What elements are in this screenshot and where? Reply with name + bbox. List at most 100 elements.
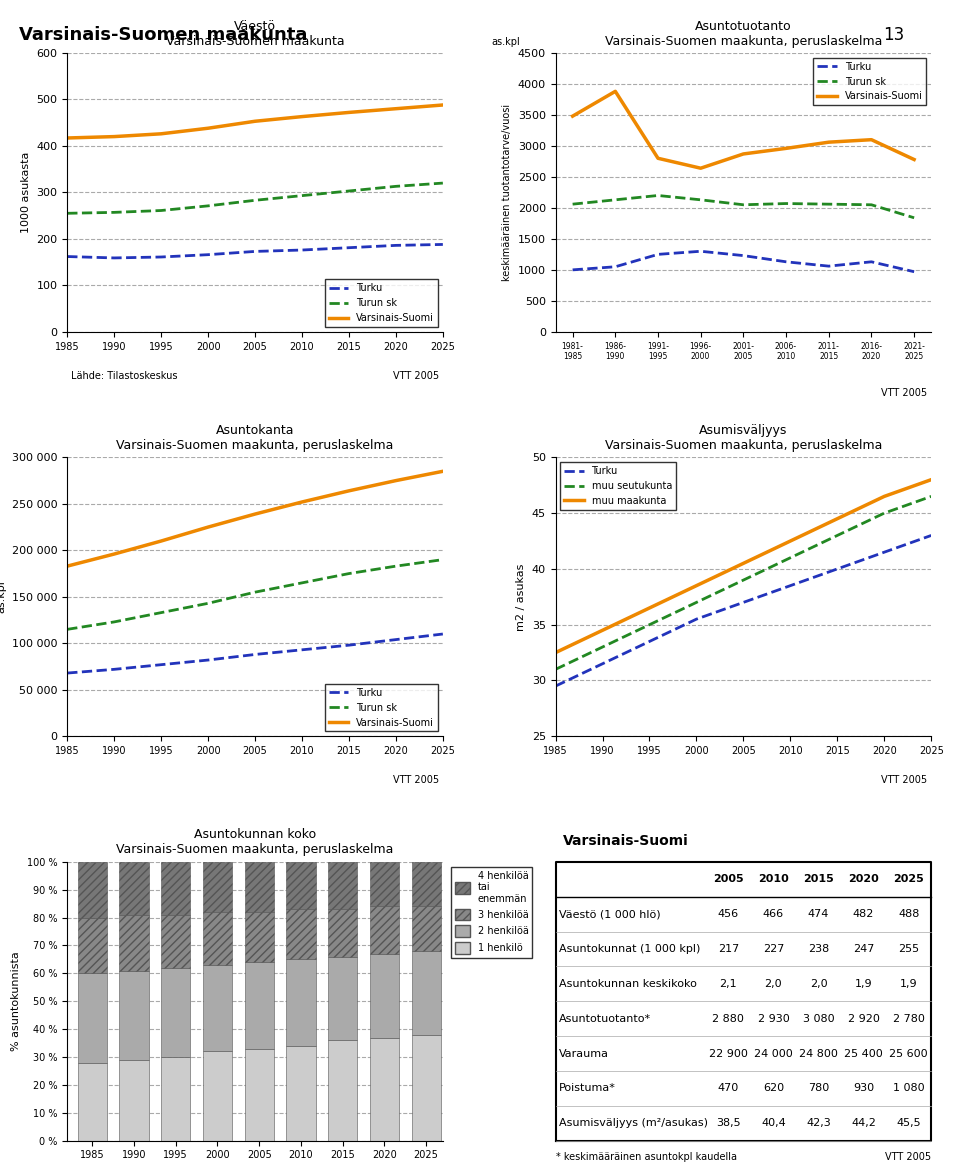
Bar	[245, 1049, 274, 1141]
Bar	[161, 862, 190, 915]
Bar	[78, 1063, 107, 1141]
Y-axis label: % asuntokunnista: % asuntokunnista	[12, 951, 21, 1051]
Text: as.kpl: as.kpl	[492, 38, 520, 47]
Text: 2 880: 2 880	[712, 1014, 744, 1023]
Text: VTT 2005: VTT 2005	[393, 370, 439, 381]
Text: 930: 930	[853, 1083, 875, 1094]
Bar	[161, 915, 190, 968]
Bar	[78, 862, 107, 917]
Bar	[119, 915, 149, 970]
Text: 45,5: 45,5	[897, 1118, 921, 1128]
Bar	[119, 862, 149, 915]
Legend: Turku, Turun sk, Varsinais-Suomi: Turku, Turun sk, Varsinais-Suomi	[813, 58, 926, 106]
Bar	[370, 1037, 399, 1141]
Text: 2 780: 2 780	[893, 1014, 924, 1023]
Text: VTT 2005: VTT 2005	[881, 775, 927, 786]
Y-axis label: 1000 asukasta: 1000 asukasta	[21, 152, 31, 233]
Text: 488: 488	[898, 909, 920, 920]
Bar	[412, 862, 441, 907]
Bar	[412, 907, 441, 951]
Bar	[328, 1041, 357, 1141]
Text: 25 600: 25 600	[889, 1049, 928, 1058]
Text: Varsinais-Suomi: Varsinais-Suomi	[564, 834, 689, 848]
Text: 482: 482	[852, 909, 875, 920]
Text: 474: 474	[807, 909, 829, 920]
Y-axis label: m2 / asukas: m2 / asukas	[516, 563, 526, 630]
Text: 2015: 2015	[804, 874, 834, 884]
Bar	[203, 862, 232, 913]
Text: VTT 2005: VTT 2005	[393, 775, 439, 786]
Text: * keskimääräinen asuntokpl kaudella: * keskimääräinen asuntokpl kaudella	[556, 1151, 736, 1162]
Text: Asuntokunnat (1 000 kpl): Asuntokunnat (1 000 kpl)	[560, 944, 701, 954]
Text: Varauma: Varauma	[560, 1049, 610, 1058]
Bar	[286, 960, 316, 1045]
Bar	[203, 913, 232, 965]
Text: 247: 247	[852, 944, 875, 954]
Legend: Turku, muu seutukunta, muu maakunta: Turku, muu seutukunta, muu maakunta	[561, 462, 676, 509]
Text: Asuntotuotanto*: Asuntotuotanto*	[560, 1014, 652, 1023]
Legend: 4 henkilöä
tai
enemmän, 3 henkilöä, 2 henkilöä, 1 henkilö: 4 henkilöä tai enemmän, 3 henkilöä, 2 he…	[451, 867, 533, 957]
Text: 40,4: 40,4	[761, 1118, 786, 1128]
Text: 2020: 2020	[849, 874, 879, 884]
Text: 217: 217	[718, 944, 739, 954]
Text: Lähde: Tilastoskeskus: Lähde: Tilastoskeskus	[71, 370, 178, 381]
Text: 2 930: 2 930	[757, 1014, 789, 1023]
Text: 2025: 2025	[894, 874, 924, 884]
Text: 24 000: 24 000	[754, 1049, 793, 1058]
Bar	[119, 1060, 149, 1141]
Text: Varsinais-Suomen maakunta: Varsinais-Suomen maakunta	[19, 26, 307, 44]
Text: 44,2: 44,2	[852, 1118, 876, 1128]
Text: 2,0: 2,0	[764, 978, 782, 989]
Bar	[286, 1045, 316, 1141]
Title: Väestö
Varsinais-Suomen maakunta: Väestö Varsinais-Suomen maakunta	[166, 20, 345, 47]
Text: 38,5: 38,5	[716, 1118, 741, 1128]
Legend: Turku, Turun sk, Varsinais-Suomi: Turku, Turun sk, Varsinais-Suomi	[325, 684, 438, 731]
Text: 3 080: 3 080	[803, 1014, 834, 1023]
Text: 227: 227	[763, 944, 784, 954]
Title: Asuntotuotanto
Varsinais-Suomen maakunta, peruslaskelma: Asuntotuotanto Varsinais-Suomen maakunta…	[605, 20, 882, 47]
Text: 42,3: 42,3	[806, 1118, 830, 1128]
Bar	[161, 968, 190, 1057]
Y-axis label: keskimääräinen tuotantotarve/vuosi: keskimääräinen tuotantotarve/vuosi	[502, 103, 512, 281]
Bar	[370, 954, 399, 1037]
Text: 470: 470	[718, 1083, 739, 1094]
Text: 1 080: 1 080	[893, 1083, 924, 1094]
Text: 25 400: 25 400	[844, 1049, 883, 1058]
Text: Asuntokunnan keskikoko: Asuntokunnan keskikoko	[560, 978, 697, 989]
Bar	[328, 862, 357, 909]
Text: 24 800: 24 800	[799, 1049, 838, 1058]
Bar	[78, 917, 107, 974]
Bar	[245, 962, 274, 1049]
Bar	[203, 965, 232, 1051]
Text: 2005: 2005	[713, 874, 744, 884]
Text: 13: 13	[883, 26, 904, 44]
Text: VTT 2005: VTT 2005	[885, 1151, 931, 1162]
Bar	[328, 909, 357, 956]
Bar	[370, 862, 399, 907]
Title: Asuntokunnan koko
Varsinais-Suomen maakunta, peruslaskelma: Asuntokunnan koko Varsinais-Suomen maaku…	[116, 828, 394, 856]
Bar	[245, 913, 274, 962]
Text: Poistuma*: Poistuma*	[560, 1083, 616, 1094]
Y-axis label: as.kpl: as.kpl	[0, 581, 7, 613]
Bar	[245, 862, 274, 913]
Text: 2,0: 2,0	[809, 978, 828, 989]
Bar	[78, 974, 107, 1063]
Title: Asuntokanta
Varsinais-Suomen maakunta, peruslaskelma: Asuntokanta Varsinais-Suomen maakunta, p…	[116, 425, 394, 452]
Bar	[370, 907, 399, 954]
Text: 2,1: 2,1	[720, 978, 737, 989]
Text: 1,9: 1,9	[854, 978, 873, 989]
Title: Asumisväljyys
Varsinais-Suomen maakunta, peruslaskelma: Asumisväljyys Varsinais-Suomen maakunta,…	[605, 425, 882, 452]
Bar	[203, 1051, 232, 1141]
Text: 456: 456	[718, 909, 739, 920]
Legend: Turku, Turun sk, Varsinais-Suomi: Turku, Turun sk, Varsinais-Suomi	[325, 280, 438, 327]
Text: 620: 620	[763, 1083, 784, 1094]
Bar	[286, 909, 316, 960]
Bar	[328, 956, 357, 1041]
Text: Asumisväljyys (m²/asukas): Asumisväljyys (m²/asukas)	[560, 1118, 708, 1128]
Text: 466: 466	[763, 909, 784, 920]
Text: 2010: 2010	[758, 874, 789, 884]
Bar	[412, 951, 441, 1035]
Text: 780: 780	[808, 1083, 829, 1094]
Text: 22 900: 22 900	[708, 1049, 748, 1058]
Bar	[286, 862, 316, 909]
